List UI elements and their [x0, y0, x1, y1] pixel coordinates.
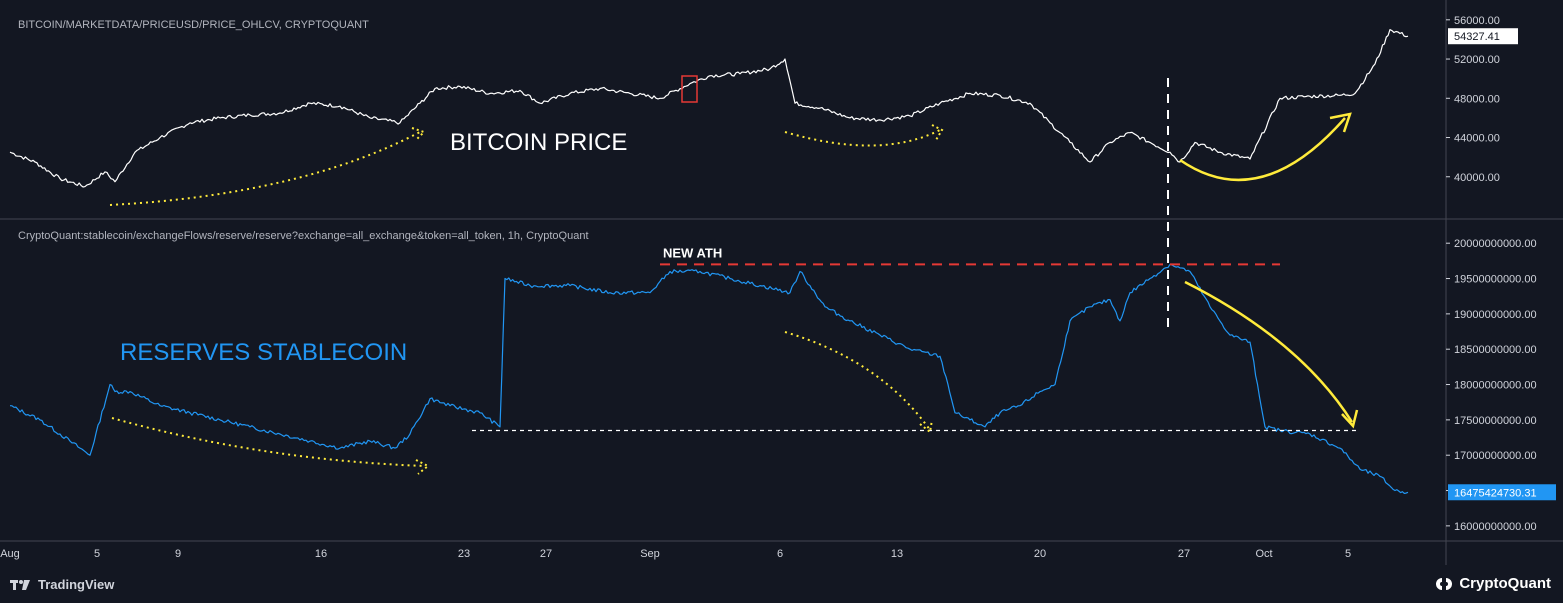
footer-bar: TradingView CryptoQuant	[0, 565, 1563, 603]
y-tick-label: 44000.00	[1454, 133, 1500, 145]
yellow-solid-arrow	[1184, 280, 1354, 423]
series-source-label: CryptoQuant:stablecoin/exchangeFlows/res…	[18, 230, 589, 242]
chart-canvas: 40000.00 44000.00 48000.00 52000.00 56000.00…	[0, 0, 1563, 565]
x-tick-label: Aug	[0, 548, 20, 560]
cryptoquant-label: CryptoQuant	[1459, 575, 1551, 592]
y-tick-label: 40000.00	[1454, 172, 1500, 184]
y-tick-label: 18500000000.00	[1454, 344, 1537, 356]
tradingview-label: TradingView	[38, 577, 115, 592]
x-tick-label: 13	[891, 548, 903, 560]
reserves-stablecoin-title: RESERVES STABLECOIN	[120, 339, 407, 366]
x-tick-label: Sep	[640, 548, 660, 560]
yellow-dotted-arrow	[784, 331, 931, 431]
cryptoquant-logo[interactable]: CryptoQuant	[1435, 575, 1551, 592]
y-tick-label: 20000000000.00	[1454, 238, 1537, 250]
x-tick-label: 16	[315, 548, 327, 560]
y-tick-label: 17500000000.00	[1454, 415, 1537, 427]
stablecoin-reserve-line	[9, 263, 1409, 494]
new-ath-label: NEW ATH	[663, 245, 722, 260]
tradingview-icon	[10, 578, 32, 592]
x-tick-label: 20	[1034, 548, 1046, 560]
yellow-arrowhead	[411, 127, 426, 141]
yellow-dotted-arrow	[784, 129, 941, 147]
x-tick-label: 23	[458, 548, 470, 560]
x-tick-label: 27	[1178, 548, 1190, 560]
y-tick-label: 17000000000.00	[1454, 450, 1537, 462]
last-value-badge	[1448, 484, 1556, 501]
y-tick-label: 16000000000.00	[1454, 521, 1537, 533]
bitcoin-price-line	[9, 29, 1409, 188]
x-tick-label: 6	[777, 548, 783, 560]
bitcoin-price-title: BITCOIN PRICE	[450, 129, 627, 156]
yellow-solid-arrow	[1179, 117, 1346, 182]
y-tick-label: 56000.00	[1454, 15, 1500, 27]
y-tick-label: 19000000000.00	[1454, 309, 1537, 321]
series-source-label: BITCOIN/MARKETDATA/PRICEUSD/PRICE_OHLCV,…	[18, 19, 369, 31]
last-value-label: 16475424730.31	[1454, 487, 1537, 499]
x-tick-label: Oct	[1255, 548, 1272, 560]
x-tick-label: 5	[94, 548, 100, 560]
y-tick-label: 52000.00	[1454, 54, 1500, 66]
yellow-dotted-arrow	[109, 131, 421, 206]
yellow-arrowhead	[931, 124, 944, 141]
last-value-badge	[1448, 28, 1518, 45]
y-tick-label: 19500000000.00	[1454, 274, 1537, 286]
x-tick-label: 5	[1345, 548, 1351, 560]
yellow-arrowhead	[1329, 112, 1352, 133]
last-value-label: 54327.41	[1454, 31, 1500, 43]
red-box-marker	[681, 75, 698, 103]
yellow-arrowhead	[1341, 409, 1359, 429]
yellow-arrowhead	[919, 419, 933, 434]
x-tick-label: 27	[540, 548, 552, 560]
x-tick-label: 9	[175, 548, 181, 560]
y-tick-label: 18000000000.00	[1454, 380, 1537, 392]
y-tick-label: 48000.00	[1454, 93, 1500, 105]
tradingview-logo[interactable]: TradingView	[10, 577, 114, 592]
cryptoquant-icon	[1435, 577, 1453, 591]
yellow-arrowhead	[415, 459, 430, 475]
